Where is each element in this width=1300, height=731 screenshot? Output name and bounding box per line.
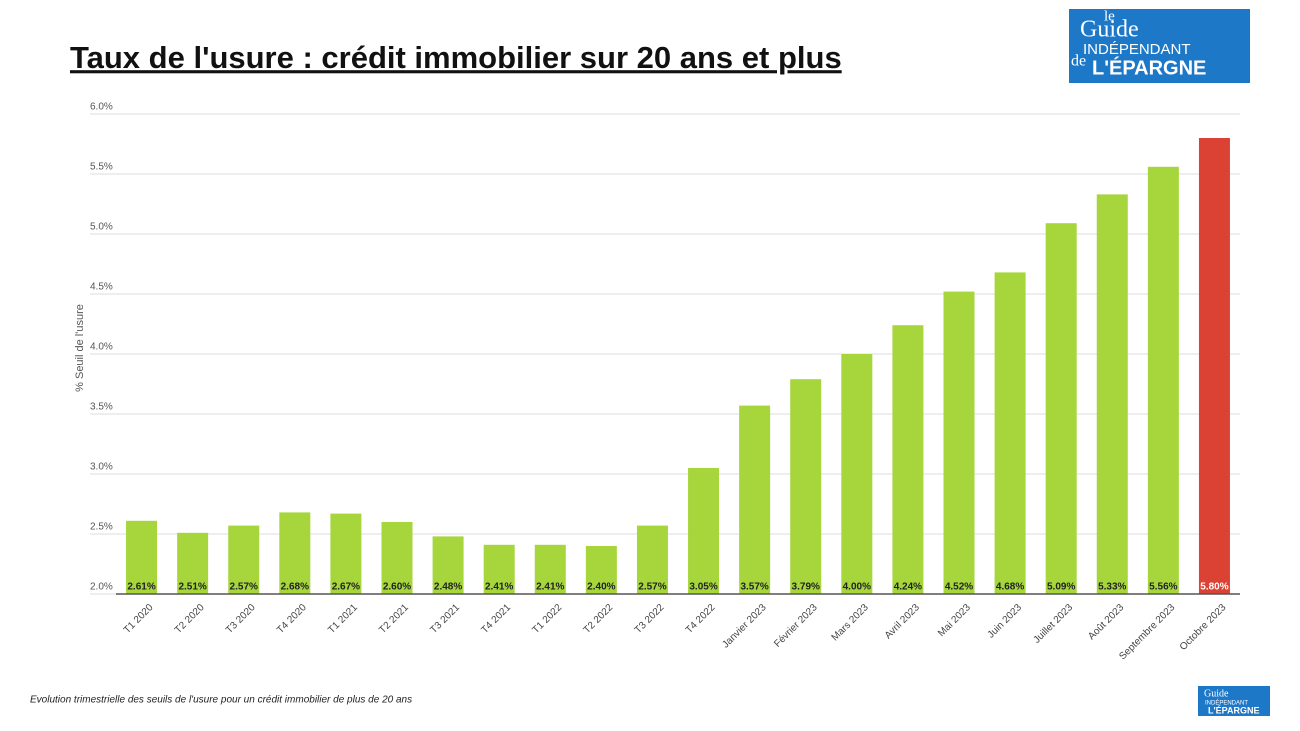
value-label: 2.48%	[434, 582, 462, 593]
x-tick-label: T2 2022	[582, 602, 616, 636]
value-label: 5.33%	[1098, 582, 1126, 593]
value-label: 3.79%	[792, 582, 820, 593]
x-tick-label: T2 2020	[173, 602, 207, 636]
bar	[483, 544, 515, 594]
value-label: 3.57%	[740, 582, 768, 593]
bar	[943, 291, 975, 594]
x-tick-label: Mars 2023	[830, 602, 871, 643]
y-tick-label: 6.0%	[90, 102, 113, 113]
value-label: 2.41%	[485, 582, 513, 593]
value-label: 4.68%	[996, 582, 1024, 593]
x-tick-label: T3 2021	[428, 602, 462, 636]
x-tick-label: T3 2022	[633, 602, 667, 636]
x-tick-label: T1 2021	[326, 602, 360, 636]
value-label: 3.05%	[689, 582, 717, 593]
value-label: 4.52%	[945, 582, 973, 593]
x-tick-label: Juillet 2023	[1032, 602, 1076, 646]
x-tick-label: Septembre 2023	[1117, 602, 1177, 662]
bar	[994, 272, 1026, 594]
logo-box	[1069, 9, 1250, 83]
logo-text: L'ÉPARGNE	[1208, 705, 1259, 715]
bar	[432, 536, 464, 594]
value-label: 2.41%	[536, 582, 564, 593]
bar	[892, 325, 924, 594]
value-label: 5.80%	[1200, 582, 1228, 593]
bar	[381, 522, 413, 594]
y-tick-label: 2.0%	[90, 582, 113, 593]
caption: Evolution trimestrielle des seuils de l'…	[30, 695, 412, 706]
logo-text: Guide	[1080, 17, 1139, 43]
x-tick-label: Janvier 2023	[720, 602, 769, 651]
chart-title: Taux de l'usure : crédit immobilier sur …	[70, 40, 842, 75]
logo-text: Guide	[1204, 688, 1229, 699]
logo-text: INDÉPENDANT	[1205, 700, 1248, 707]
value-label: 2.51%	[178, 582, 206, 593]
logo-text: INDÉPENDANT	[1083, 41, 1191, 58]
x-tick-label: Mai 2023	[936, 602, 973, 639]
y-tick-label: 2.5%	[90, 522, 113, 533]
y-tick-label: 4.5%	[90, 282, 113, 293]
bar	[841, 354, 873, 594]
bar	[279, 512, 311, 594]
bar	[1198, 138, 1230, 594]
bar	[1147, 166, 1179, 595]
bar	[1096, 194, 1128, 594]
bar	[585, 546, 617, 594]
x-tick-label: Février 2023	[772, 602, 820, 650]
bar	[228, 525, 260, 594]
x-tick-label: T4 2022	[684, 602, 718, 636]
x-tick-label: Juin 2023	[986, 602, 1025, 641]
logo-text: de	[1071, 53, 1086, 70]
x-tick-label: Avril 2023	[883, 602, 922, 641]
y-tick-label: 3.0%	[90, 462, 113, 473]
y-tick-label: 4.0%	[90, 342, 113, 353]
x-tick-label: T4 2021	[479, 602, 513, 636]
value-label: 2.67%	[332, 582, 360, 593]
bar	[1045, 223, 1077, 594]
value-label: 2.61%	[127, 582, 155, 593]
logo-box	[1198, 686, 1270, 716]
bar	[688, 468, 720, 594]
logo-text: L'ÉPARGNE	[1092, 56, 1206, 79]
value-label: 2.57%	[230, 582, 258, 593]
logo: le Guide INDÉPENDANT de L'ÉPARGNE Guide …	[1069, 8, 1270, 716]
y-axis-label: % Seuil de l'usure	[74, 304, 86, 392]
bar	[790, 379, 822, 594]
value-label: 5.09%	[1047, 582, 1075, 593]
x-tick-label: T1 2020	[122, 602, 156, 636]
logo-text: le	[1104, 8, 1115, 24]
bar	[534, 544, 566, 594]
value-label: 2.40%	[587, 582, 615, 593]
bar	[739, 405, 771, 594]
y-tick-label: 5.0%	[90, 222, 113, 233]
bar	[126, 520, 158, 594]
x-tick-label: T3 2020	[224, 602, 258, 636]
value-label: 4.00%	[843, 582, 871, 593]
value-label: 4.24%	[894, 582, 922, 593]
value-label: 2.68%	[281, 582, 309, 593]
x-tick-label: T2 2021	[377, 602, 411, 636]
x-tick-label: T4 2020	[275, 602, 309, 636]
value-label: 2.57%	[638, 582, 666, 593]
y-tick-label: 5.5%	[90, 162, 113, 173]
x-tick-label: T1 2022	[531, 602, 565, 636]
bar	[177, 532, 209, 594]
bar	[330, 513, 362, 594]
value-label: 2.60%	[383, 582, 411, 593]
y-tick-label: 3.5%	[90, 402, 113, 413]
value-label: 5.56%	[1149, 582, 1177, 593]
x-tick-label: Octobre 2023	[1178, 602, 1229, 653]
x-tick-label: Août 2023	[1086, 602, 1126, 642]
bar	[636, 525, 668, 594]
